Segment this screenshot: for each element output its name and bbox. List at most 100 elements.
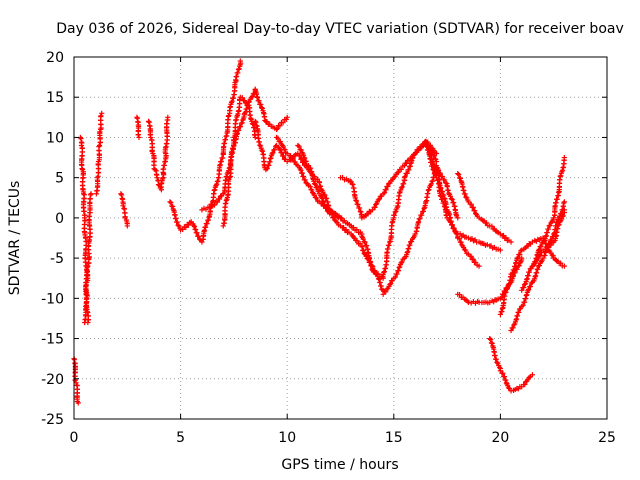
data-point — [183, 224, 189, 230]
data-point — [273, 143, 279, 149]
data-point — [449, 196, 455, 202]
data-point — [417, 216, 423, 222]
data-point — [275, 135, 281, 141]
data-point — [558, 260, 564, 266]
data-point — [355, 201, 361, 207]
data-point — [559, 216, 565, 222]
data-point — [453, 230, 459, 236]
data-point — [449, 222, 456, 228]
plot-frame — [73, 56, 608, 420]
data-point — [403, 160, 410, 166]
data-point — [431, 162, 437, 168]
data-point — [257, 142, 263, 148]
data-point — [152, 167, 158, 173]
data-point — [252, 118, 258, 124]
data-point — [282, 147, 288, 153]
data-point — [497, 247, 503, 253]
data-point — [545, 226, 552, 232]
data-points — [71, 58, 567, 406]
data-point — [393, 208, 399, 214]
data-point — [314, 184, 320, 191]
data-point — [292, 159, 298, 165]
data-point — [216, 196, 223, 202]
data-point — [211, 202, 218, 208]
data-point — [508, 327, 514, 334]
data-point — [348, 179, 354, 185]
y-tick-label: 5 — [55, 171, 64, 187]
data-point — [536, 253, 542, 259]
data-point — [298, 147, 304, 153]
data-point — [361, 238, 367, 245]
data-point — [520, 302, 526, 308]
data-point — [277, 147, 283, 153]
data-point — [415, 219, 422, 225]
data-point — [412, 231, 418, 237]
data-point — [516, 309, 522, 316]
data-point — [398, 185, 405, 191]
data-point — [376, 196, 382, 202]
data-point — [155, 181, 162, 188]
data-point — [354, 227, 360, 233]
data-point — [280, 144, 286, 150]
data-point — [415, 147, 422, 153]
y-axis-ticks: -25 -20 -15 -10 -5 0 5 10 15 20 — [41, 50, 607, 428]
data-point — [441, 192, 447, 198]
data-point — [508, 239, 514, 245]
y-tick-label: 0 — [55, 211, 64, 227]
data-point — [303, 158, 309, 164]
data-point — [398, 166, 404, 173]
data-point — [536, 246, 542, 252]
data-point — [350, 224, 357, 231]
data-point — [392, 209, 398, 215]
data-point — [392, 274, 398, 280]
data-point — [339, 215, 345, 221]
y-tick-label: -20 — [41, 372, 64, 388]
data-point — [280, 120, 286, 126]
data-point — [489, 223, 495, 229]
data-point — [313, 195, 319, 201]
data-point — [406, 167, 412, 173]
data-point — [394, 271, 400, 277]
y-tick-label: -10 — [41, 291, 64, 307]
data-point — [375, 271, 381, 277]
data-point — [454, 231, 460, 237]
data-point — [428, 181, 434, 187]
data-point — [408, 238, 415, 245]
data-point — [448, 196, 454, 202]
data-point — [354, 238, 360, 244]
data-point — [537, 252, 543, 258]
data-point — [473, 210, 479, 217]
data-point — [529, 372, 535, 378]
data-point — [270, 150, 276, 156]
data-point — [432, 156, 438, 162]
data-point — [386, 242, 392, 248]
data-point — [218, 158, 224, 165]
y-axis-label: SDTVAR / TECUs — [7, 181, 23, 296]
data-point — [136, 134, 142, 141]
data-point — [536, 262, 543, 269]
x-tick-label: 0 — [70, 430, 79, 446]
data-point — [412, 150, 418, 157]
data-point — [194, 230, 200, 236]
data-point — [465, 299, 472, 305]
data-point — [307, 183, 313, 190]
data-point — [364, 242, 370, 249]
data-point — [487, 335, 493, 342]
data-point — [214, 199, 220, 205]
data-point — [321, 191, 327, 198]
data-point — [505, 385, 512, 391]
data-point — [317, 183, 324, 189]
data-point — [526, 286, 532, 293]
data-point — [193, 226, 199, 233]
data-point — [124, 223, 130, 229]
data-point — [430, 178, 436, 184]
data-point — [430, 159, 436, 165]
data-point — [463, 194, 469, 200]
data-point — [500, 370, 506, 376]
data-point — [229, 98, 235, 104]
data-point — [542, 246, 548, 253]
data-point — [99, 110, 105, 116]
data-point — [364, 255, 370, 262]
data-point — [307, 165, 314, 171]
data-point — [214, 181, 220, 187]
